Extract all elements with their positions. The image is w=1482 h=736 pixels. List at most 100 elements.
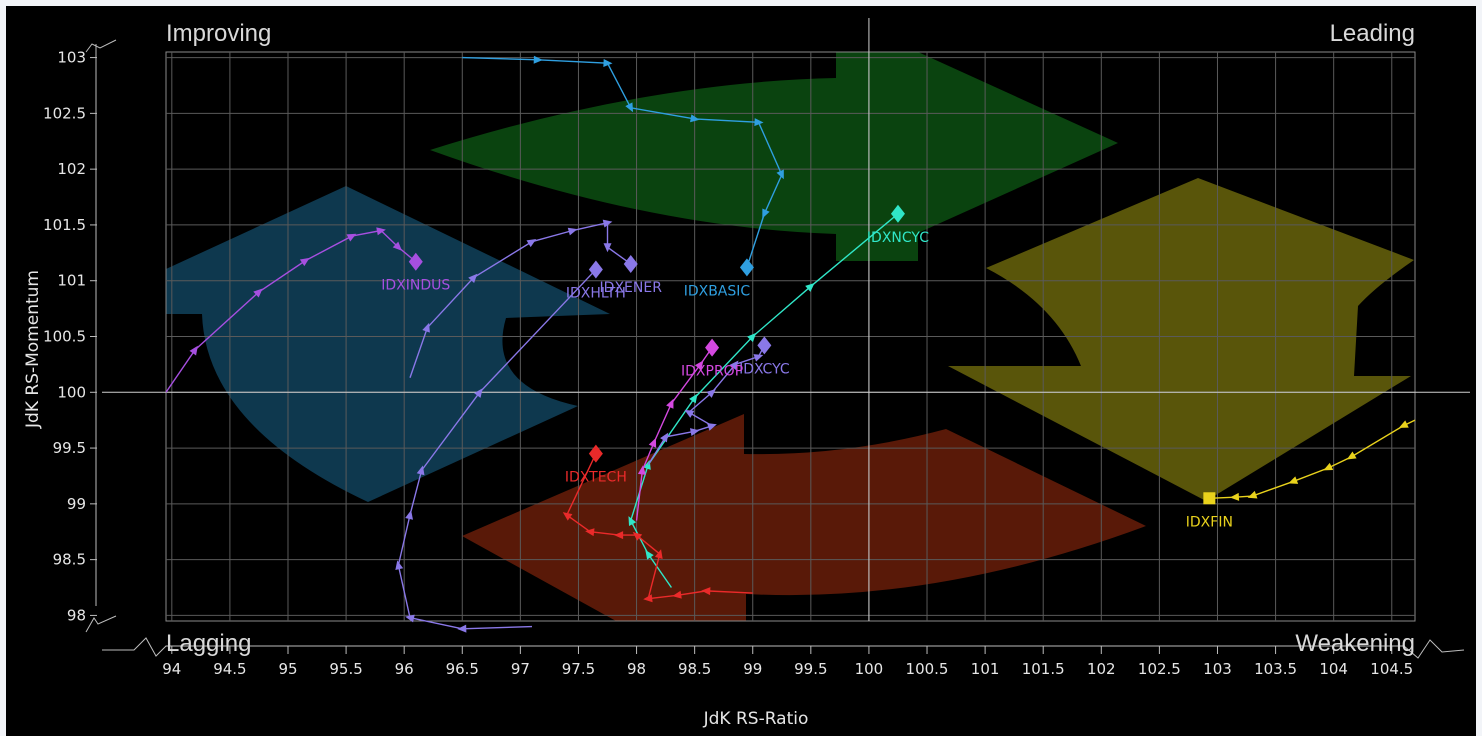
series-head-marker <box>588 260 603 279</box>
series-tail-line <box>629 213 899 588</box>
series-tail-point <box>562 512 573 521</box>
series-label: IDXINDUS <box>381 278 450 294</box>
series-tail-point <box>689 393 698 404</box>
series-label: IDXENER <box>600 280 663 296</box>
series-tail-point <box>701 587 711 596</box>
series-tail-point <box>468 273 478 284</box>
quadrant-label-improving: Improving <box>166 20 271 47</box>
series-idxprop: IDXPROP <box>635 338 743 521</box>
series-tail-point <box>729 360 739 371</box>
series-tail-line <box>565 453 753 600</box>
x-axis-line <box>102 637 1404 657</box>
series-tail-point <box>603 243 612 253</box>
series-head-marker <box>757 336 772 355</box>
series-tail-point <box>632 531 643 541</box>
series-tail-point <box>474 388 483 398</box>
series-idxindus: IDXINDUS <box>165 227 450 393</box>
y-axis-label: JdK RS-Momentum <box>23 270 43 429</box>
chart-grid <box>102 18 1470 622</box>
x-tick-label: 98 <box>627 660 646 678</box>
series-tail-line <box>409 221 632 379</box>
series-idxcyc: IDXCYC <box>647 336 790 466</box>
series-tail-point <box>776 169 784 180</box>
rrg-chart-frame: 94 94.5 95 95.5 96 96.5 97 97.5 98 98.5 99 99.5 100 1… <box>6 6 1476 736</box>
series-tail-point <box>392 241 402 251</box>
series-label: IDXHLTH <box>566 286 626 302</box>
series-idxncyc: IDXNCYC <box>628 204 929 588</box>
chart-axes: 94 94.5 95 95.5 96 96.5 97 97.5 98 98.5 99 99.5 100 1… <box>43 39 1465 678</box>
x-tick-label: 103 <box>1203 660 1232 678</box>
series-tail-point <box>395 560 404 570</box>
quadrant-label-lagging: Lagging <box>166 630 251 657</box>
y-tick-label: 100.5 <box>43 328 86 346</box>
x-tick-label: 100.5 <box>906 660 949 678</box>
series-tail-point <box>614 531 624 540</box>
series-tail-point <box>707 423 717 431</box>
series-tail-point <box>747 332 757 343</box>
improving-arrow-shape <box>166 186 610 502</box>
y-tick-label: 101.5 <box>43 216 86 234</box>
series-label: IDXBASIC <box>684 283 751 299</box>
x-tick-label: 102 <box>1087 660 1116 678</box>
series-idxhlth: IDXHLTH <box>395 260 626 633</box>
series-tail-point <box>672 590 682 599</box>
x-axis-label: JdK RS-Ratio <box>703 709 809 729</box>
y-tick-label: 99 <box>67 495 86 513</box>
series-head-marker <box>588 444 603 463</box>
series-head-marker <box>705 338 720 357</box>
series-tail-point <box>346 233 357 242</box>
y-tick-label: 103 <box>57 49 86 67</box>
series-tail-point <box>648 437 657 448</box>
y-tick-label: 99.5 <box>53 439 86 457</box>
series-tail-point <box>706 389 716 398</box>
x-tick-label: 96.5 <box>446 660 479 678</box>
series-tail-line <box>397 269 597 630</box>
series-idxtech: IDXTECH <box>562 444 753 603</box>
series-tail-point <box>684 409 695 418</box>
series-head-marker <box>623 254 638 273</box>
series-label: IDXTECH <box>565 470 627 486</box>
x-tick-label: 104 <box>1319 660 1348 678</box>
series-tail-point <box>422 322 430 333</box>
series-tail-point <box>376 227 386 236</box>
series-tail-point <box>660 432 669 443</box>
series-label: IDXPROP <box>681 364 743 380</box>
series-tail-point <box>689 428 700 437</box>
rotation-arrows <box>166 52 1414 621</box>
series-tail-point <box>654 549 663 559</box>
y-axis-break-bottom <box>85 615 117 633</box>
x-tick-label: 97 <box>511 660 530 678</box>
series-head-marker <box>890 204 905 223</box>
series-tail-point <box>666 398 674 409</box>
series-tail-point <box>754 118 764 127</box>
x-tick-label: 94 <box>162 660 181 678</box>
series-tail-point <box>189 345 198 356</box>
y-tick-label: 101 <box>57 272 86 290</box>
x-tick-label: 102.5 <box>1138 660 1181 678</box>
series-tail-point <box>625 102 634 113</box>
series-tail-point <box>416 465 425 476</box>
y-tick-label: 100 <box>57 383 86 401</box>
series-tail-point <box>1247 490 1258 499</box>
quadrant-label-weakening: Weakening <box>1295 630 1415 657</box>
series-idxfin: IDXFIN <box>1186 419 1416 530</box>
x-tick-label: 101.5 <box>1022 660 1065 678</box>
series-tail-point <box>1288 476 1299 484</box>
series-tail-point <box>567 227 578 236</box>
x-tick-label: 99.5 <box>794 660 827 678</box>
x-tick-label: 94.5 <box>213 660 246 678</box>
series-tail-line <box>165 229 417 393</box>
weakening-arrow-shape <box>948 178 1414 501</box>
x-axis-break-right <box>1403 639 1465 659</box>
lagging-arrow-shape <box>462 414 1146 621</box>
series-tail-point <box>602 219 613 228</box>
series-tail-point <box>533 55 543 64</box>
y-tick-label: 102.5 <box>43 104 86 122</box>
series-tail-point <box>299 257 310 267</box>
series-tail-point <box>405 510 413 520</box>
x-tick-label: 104.5 <box>1370 660 1413 678</box>
series-tail-point <box>805 283 815 292</box>
y-tick-label: 98 <box>67 606 86 624</box>
x-tick-label: 95 <box>278 660 297 678</box>
x-tick-label: 95.5 <box>329 660 362 678</box>
